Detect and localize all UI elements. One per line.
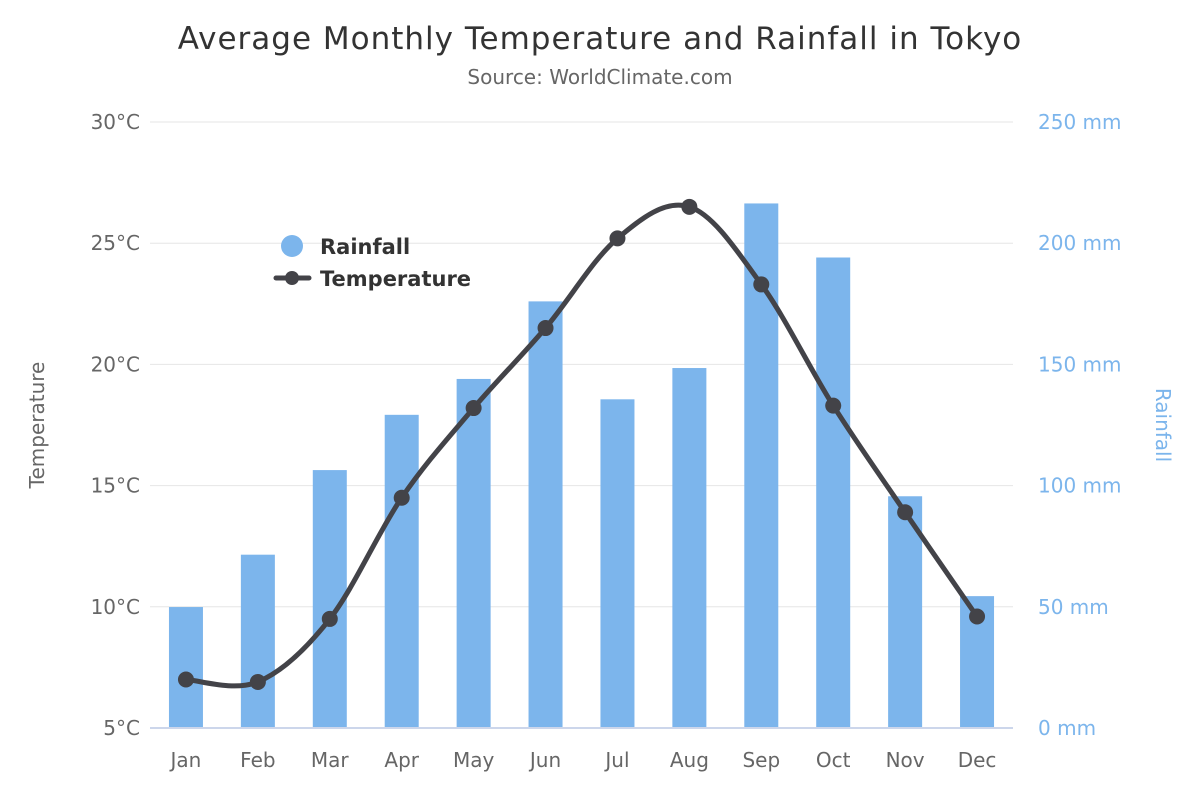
- temperature-point-may[interactable]: [465, 400, 482, 417]
- temperature-point-sep[interactable]: [753, 276, 770, 293]
- temperature-axis-tick-label: 10°C: [91, 595, 140, 619]
- chart-title: Average Monthly Temperature and Rainfall…: [178, 21, 1023, 57]
- temperature-axis-tick-label: 15°C: [91, 474, 140, 498]
- temperature-point-oct[interactable]: [825, 397, 842, 414]
- rainfall-bar-aug[interactable]: [672, 368, 707, 728]
- rainfall-bar-jun[interactable]: [528, 301, 563, 728]
- gridlines-layer: [150, 121, 1013, 729]
- temperature-legend-marker-dot-icon: [285, 271, 299, 285]
- rainfall-bar-jan[interactable]: [168, 607, 203, 728]
- temperature-point-feb[interactable]: [249, 673, 266, 690]
- temperature-point-mar[interactable]: [321, 610, 338, 627]
- month-label-apr: Apr: [384, 748, 419, 772]
- temperature-point-nov[interactable]: [897, 504, 914, 521]
- temperature-markers-layer: [177, 198, 986, 690]
- rainfall-axis-tick-label: 100 mm: [1038, 474, 1122, 498]
- temperature-legend-label: Temperature: [320, 267, 471, 291]
- rainfall-axis-tick-label: 200 mm: [1038, 231, 1122, 255]
- chart-subtitle: Source: WorldClimate.com: [467, 65, 732, 89]
- temperature-point-jul[interactable]: [609, 230, 626, 247]
- rainfall-legend-marker-icon: [281, 235, 303, 257]
- temperature-axis-tick-label: 5°C: [103, 716, 140, 740]
- temperature-axis-title: Temperature: [25, 362, 49, 490]
- month-label-feb: Feb: [240, 748, 275, 772]
- rainfall-axis-tick-label: 50 mm: [1038, 595, 1109, 619]
- temperature-point-jun[interactable]: [537, 320, 554, 337]
- month-label-sep: Sep: [742, 748, 780, 772]
- month-label-nov: Nov: [886, 748, 925, 772]
- rainfall-bar-jul[interactable]: [600, 399, 635, 728]
- temperature-point-dec[interactable]: [969, 608, 986, 625]
- temperature-point-jan[interactable]: [177, 671, 194, 688]
- axis-labels-layer: 5°C 10°C 15°C 20°C 25°C 30°C 0 mm 50 mm 100 mm 15…: [91, 110, 1122, 772]
- month-label-jun: Jun: [528, 748, 561, 772]
- rainfall-bar-nov[interactable]: [888, 496, 923, 728]
- temperature-axis-tick-label: 25°C: [91, 231, 140, 255]
- rainfall-axis-tick-label: 150 mm: [1038, 352, 1122, 376]
- month-label-dec: Dec: [958, 748, 997, 772]
- temperature-axis-tick-label: 20°C: [91, 352, 140, 376]
- rainfall-bar-feb[interactable]: [240, 554, 275, 728]
- temperature-axis-tick-label: 30°C: [91, 110, 140, 134]
- rainfall-axis-tick-label: 0 mm: [1038, 716, 1096, 740]
- month-label-jan: Jan: [169, 748, 202, 772]
- rainfall-legend-label: Rainfall: [320, 235, 410, 259]
- month-label-aug: Aug: [670, 748, 709, 772]
- rainfall-bar-may[interactable]: [456, 378, 491, 728]
- temperature-point-aug[interactable]: [681, 198, 698, 215]
- rainfall-bars-layer: [168, 203, 995, 728]
- month-label-mar: Mar: [311, 748, 350, 772]
- legend: Rainfall Temperature: [273, 235, 471, 291]
- legend-item-temperature[interactable]: Temperature: [273, 267, 471, 291]
- month-label-may: May: [453, 748, 495, 772]
- month-label-jul: Jul: [603, 748, 629, 772]
- temperature-point-apr[interactable]: [393, 489, 410, 506]
- rainfall-axis-tick-label: 250 mm: [1038, 110, 1122, 134]
- rainfall-axis-title: Rainfall: [1151, 388, 1175, 462]
- rainfall-bar-oct[interactable]: [816, 257, 851, 728]
- legend-item-rainfall[interactable]: Rainfall: [281, 235, 410, 259]
- rainfall-bar-apr[interactable]: [384, 414, 419, 728]
- month-label-oct: Oct: [816, 748, 851, 772]
